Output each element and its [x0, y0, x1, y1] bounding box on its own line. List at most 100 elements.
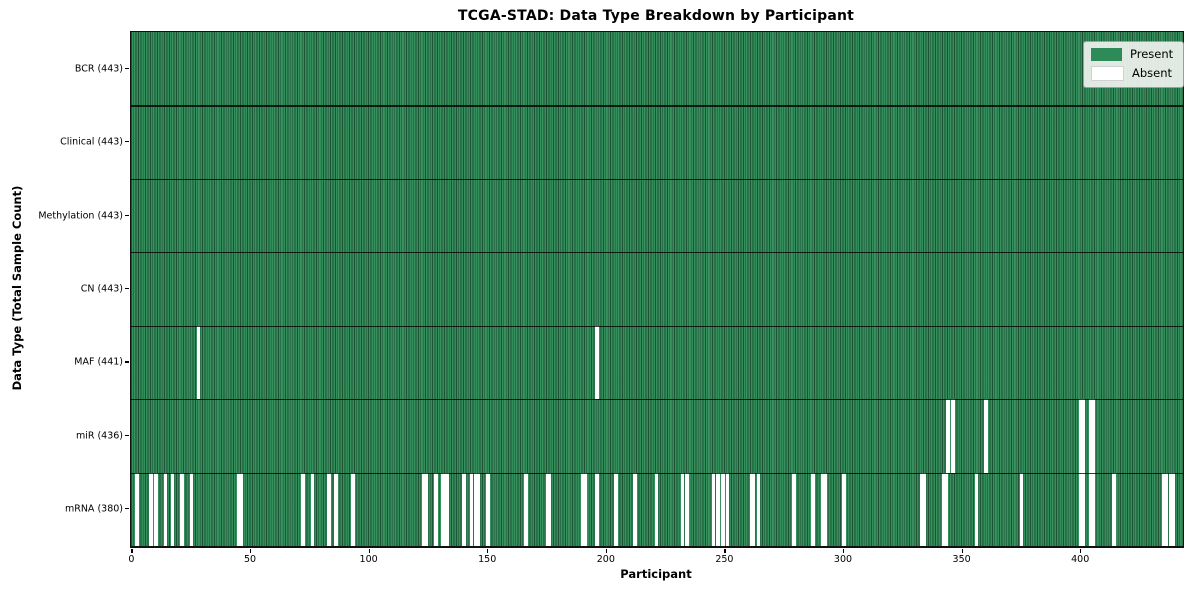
absent-stripe [711, 472, 716, 546]
y-tick-mark [125, 361, 129, 363]
absent-stripe [811, 472, 815, 546]
absent-stripe [524, 472, 528, 546]
absent-stripe [1079, 399, 1086, 473]
x-tick-mark [487, 548, 489, 553]
x-axis-title: Participant [620, 567, 692, 581]
absent-stripe [749, 472, 756, 546]
row-separator [131, 472, 1183, 474]
y-tick-label: mRNA (380) [64, 503, 123, 515]
absent-stripe [441, 472, 450, 546]
absent-stripe [334, 472, 338, 546]
absent-stripe [170, 472, 175, 546]
absent-stripe [920, 472, 927, 546]
absent-swatch-icon [1091, 66, 1124, 81]
row-bcr [131, 32, 1183, 106]
absent-stripe [135, 472, 139, 546]
absent-stripe [486, 472, 490, 546]
absent-stripe [581, 472, 588, 546]
row-separator [131, 178, 1183, 180]
y-tick-mark [125, 141, 129, 143]
absent-stripe [327, 472, 331, 546]
absent-stripe [1088, 399, 1095, 473]
y-tick-label: miR (436) [75, 430, 123, 442]
absent-stripe [301, 472, 305, 546]
absent-stripe [946, 399, 950, 473]
legend-label-absent: Absent [1132, 65, 1173, 80]
x-tick-mark [724, 548, 726, 553]
absent-stripe [820, 472, 827, 546]
x-tick-mark [131, 548, 133, 553]
row-mir [131, 399, 1183, 473]
y-tick-label: MAF (441) [74, 356, 123, 368]
absent-stripe [469, 472, 474, 546]
y-tick-label: BCR (443) [74, 63, 123, 75]
x-tick-label: 200 [596, 554, 615, 565]
legend-item-absent: Absent [1091, 66, 1173, 81]
row-mrna [131, 472, 1183, 546]
absent-stripe [951, 399, 955, 473]
absent-stripe [422, 472, 429, 546]
absent-stripe [685, 472, 690, 546]
row-cn [131, 252, 1183, 326]
absent-stripe [350, 472, 355, 546]
x-tick-label: 0 [128, 554, 135, 565]
absent-stripe [725, 472, 730, 546]
absent-stripe [434, 472, 438, 546]
x-tick-label: 400 [1071, 554, 1090, 565]
absent-stripe [842, 472, 846, 546]
row-maf [131, 325, 1183, 400]
absent-stripe [941, 472, 948, 546]
x-tick-label: 300 [833, 554, 853, 565]
absent-stripe [1079, 472, 1086, 546]
present-swatch-icon [1091, 48, 1122, 61]
x-tick-mark [1080, 548, 1082, 553]
absent-stripe [1088, 472, 1095, 546]
legend: Present Absent [1083, 41, 1185, 88]
absent-stripe [474, 472, 481, 546]
absent-stripe [1019, 472, 1024, 546]
row-clinical [131, 105, 1183, 179]
x-tick-mark [961, 548, 963, 553]
absent-stripe [1112, 472, 1116, 546]
absent-stripe [237, 472, 244, 546]
absent-stripe [614, 472, 618, 546]
y-tick-mark [125, 434, 129, 437]
x-tick-label: 350 [952, 554, 971, 565]
legend-label-present: Present [1130, 46, 1174, 61]
absent-stripe [721, 472, 725, 546]
absent-stripe [716, 472, 720, 546]
absent-stripe [545, 472, 552, 546]
absent-stripe [984, 399, 988, 473]
absent-stripe [595, 325, 599, 400]
plot-area [130, 31, 1184, 548]
absent-stripe [163, 472, 168, 546]
y-tick-label: Methylation (443) [38, 210, 123, 222]
absent-stripe [974, 472, 979, 546]
absent-stripe [792, 472, 796, 546]
absent-stripe [1162, 472, 1169, 546]
absent-stripe [654, 472, 659, 546]
x-tick-label: 50 [243, 554, 257, 565]
y-tick-mark [125, 214, 129, 216]
row-methylation [131, 178, 1183, 253]
absent-stripe [310, 472, 315, 546]
row-separator [131, 399, 1183, 401]
absent-stripe [756, 472, 761, 546]
y-tick-mark [125, 508, 129, 510]
absent-stripe [196, 325, 201, 400]
absent-stripe [633, 472, 637, 546]
row-separator [131, 252, 1183, 254]
x-tick-mark [250, 548, 252, 553]
chart-title: TCGA-STAD: Data Type Breakdown by Partic… [457, 8, 855, 24]
absent-stripe [149, 472, 153, 546]
x-tick-mark [605, 548, 607, 553]
row-separator [131, 105, 1183, 107]
x-tick-label: 150 [478, 554, 497, 565]
row-separator [131, 325, 1183, 327]
absent-stripe [680, 472, 685, 546]
y-tick-mark [125, 288, 129, 290]
absent-stripe [154, 472, 158, 546]
x-tick-label: 100 [359, 554, 378, 565]
absent-stripe [1169, 472, 1176, 546]
